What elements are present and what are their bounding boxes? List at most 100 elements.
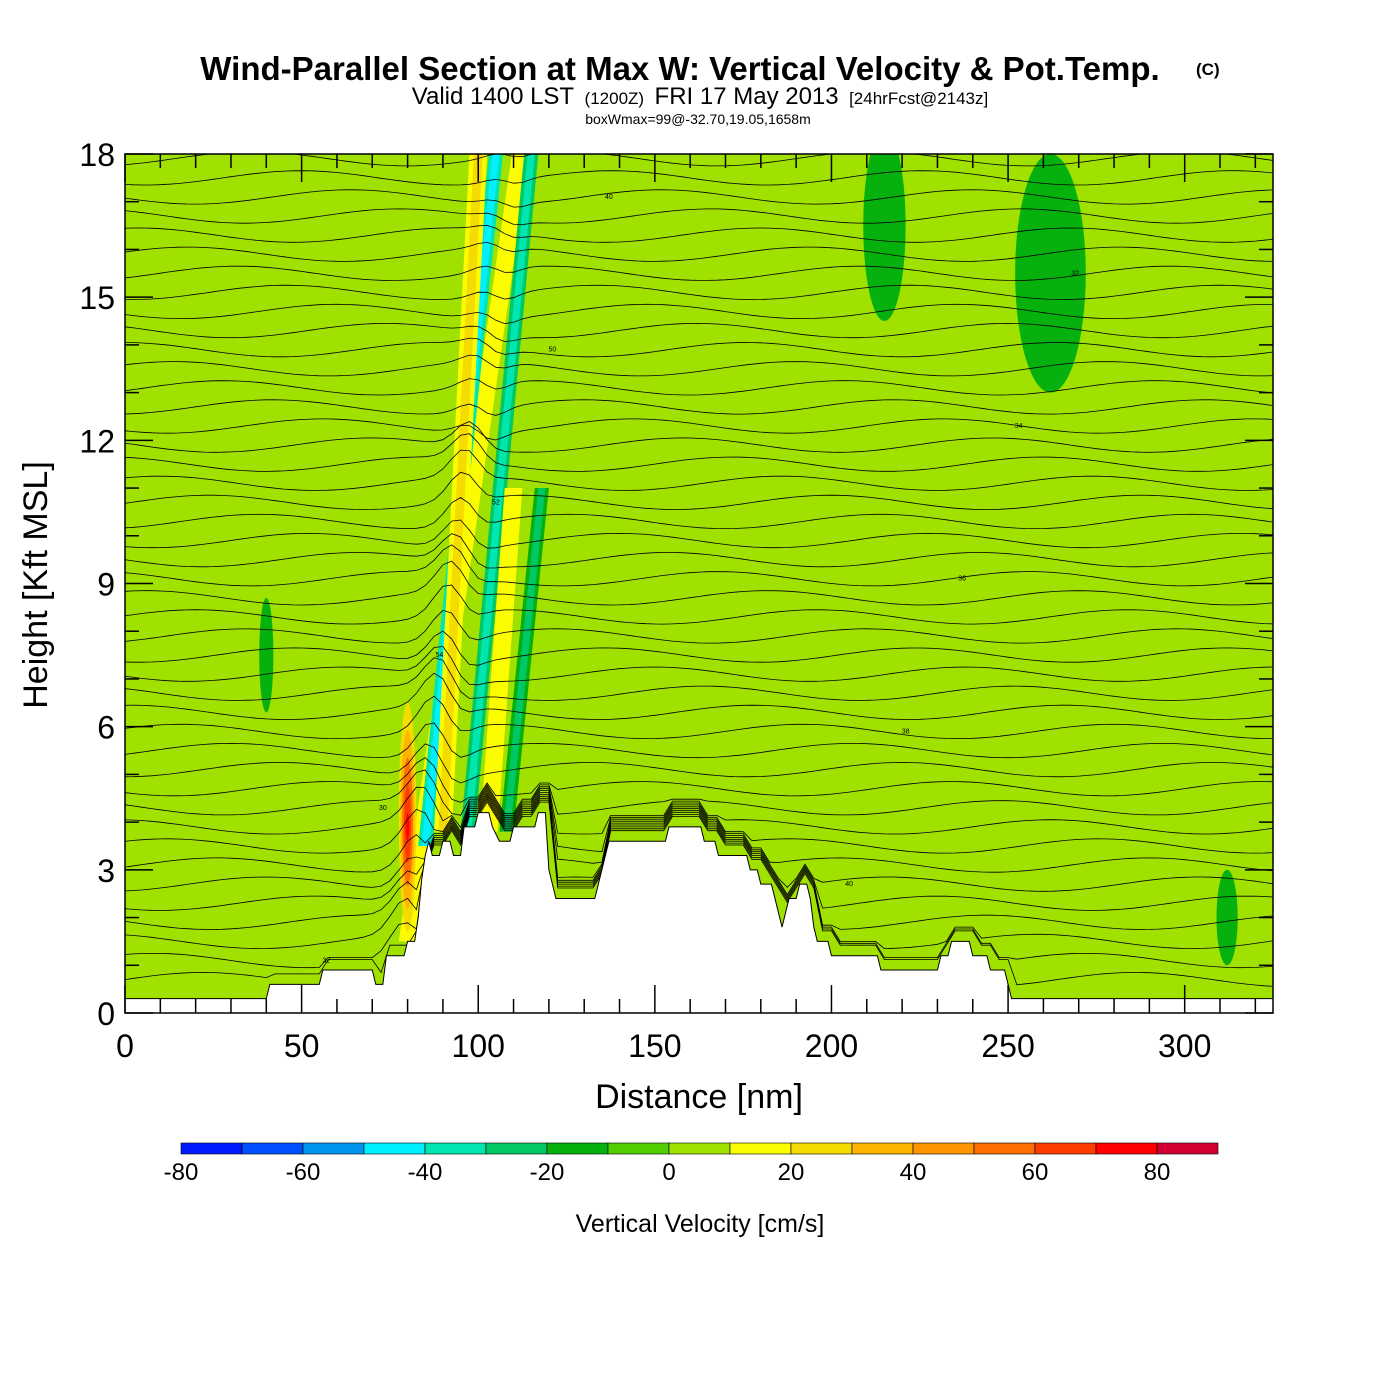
weak-updraft-patch [930,788,959,932]
velocity-patches [248,154,1245,966]
terrain-mask [125,812,1273,1013]
isentrope-line [125,241,1273,262]
isentrope-line [125,322,1273,343]
x-tick-label: 100 [452,1028,505,1064]
colorbar-tick-label: -60 [286,1159,321,1186]
copyright-mark: (C) [1196,60,1220,79]
downdraft-plume-core [502,488,546,832]
isentrope-line [125,154,1273,167]
isentrope-line [125,799,1273,969]
isentrope-line [125,303,1273,325]
weak-downdraft-patch [259,597,274,713]
isentrope-label: 32 [1071,270,1079,277]
weak-downdraft-patch [1015,154,1086,393]
colorbar-tick-label: -20 [530,1159,565,1186]
isentrope-line [125,797,1273,950]
peak-updraft-shade [405,812,410,841]
isentrope-line [125,630,1273,666]
plot-area: 32 40 30 38 54 36 52 34 50 32 40 [125,154,1273,1013]
x-tick-label: 50 [284,1028,320,1064]
weak-updraft-patch [1223,177,1245,465]
isentrope-line [125,378,1273,396]
isentrope-line [125,722,1273,759]
x-tick-label: 150 [628,1028,681,1064]
isentrope-label: 40 [845,881,853,888]
y-tick-label: 6 [97,710,115,746]
isentrope-line [125,560,1273,606]
subtitle-forecast: [24hrFcst@2143z] [849,89,988,108]
subtitle-utc: (1200Z) [585,89,645,108]
colorbar-swatch [607,1142,670,1155]
isentrope-label: 52 [492,499,500,506]
y-axis-label: Height [Kft MSL] [17,461,55,709]
isentrope-line [125,672,1273,720]
updraft-plume-core [438,154,483,832]
isentrope-line [125,421,1273,453]
isentrope-line [125,208,1273,226]
colorbar: -80 -60 -40 -20 0 20 40 60 80 [164,1142,1219,1186]
isentrope-line [125,801,1273,987]
x-tick-label: 300 [1158,1028,1211,1064]
colorbar-swatch [1034,1142,1097,1155]
x-tick-label: 250 [981,1028,1034,1064]
isentrope-line [125,743,1273,784]
isentrope-line [125,471,1273,510]
colorbar-swatch [424,1142,487,1155]
updraft-plume-core [484,488,518,832]
isentrope-line [125,769,1273,816]
isentrope-label: 30 [379,805,387,812]
isentrope-line [125,418,1273,441]
colorbar-swatch [180,1142,243,1155]
weak-downdraft-patch [863,154,906,321]
colorbar-tick-label: 0 [662,1159,675,1186]
colorbar-swatch [1156,1142,1219,1155]
colorbar-tick-label: 20 [778,1159,805,1186]
isentrope-line [125,544,1273,587]
x-tick-label: 200 [805,1028,858,1064]
isentrope-line [125,497,1273,530]
isentrope-line [125,795,1273,930]
x-tick-label: 0 [116,1028,134,1064]
isentrope-line [125,757,1273,803]
isentrope-line [125,533,1273,569]
colorbar-tick-label: 80 [1144,1159,1171,1186]
isentrope-line [125,609,1273,644]
colorbar-swatch [302,1142,365,1155]
colorbar-swatch [546,1142,609,1155]
colorbar-swatch [668,1142,731,1155]
isentrope-line [125,265,1273,281]
x-axis: 0 50 100 150 200 250 300 [116,154,1257,1064]
colorbar-tick-label: -40 [408,1159,443,1186]
colorbar-swatch [912,1142,975,1155]
colorbar-tick-label: 40 [900,1159,927,1186]
y-tick-label: 3 [97,853,115,889]
isentrope-line [125,449,1273,491]
colorbar-swatch [363,1142,426,1155]
y-tick-label: 9 [97,567,115,603]
colorbar-swatch [241,1142,304,1155]
isentrope-line [125,354,1273,377]
isentrope-line [125,337,1273,358]
isentrope-line [125,791,1273,892]
isentrope-line [125,284,1273,301]
isentrope-line [125,224,1273,243]
isentrope-line [125,786,1273,835]
isentrope-line [125,584,1273,625]
isentrope-lines: 32 40 30 38 54 36 52 34 50 32 40 [125,154,1273,987]
colorbar-title: Vertical Velocity [cm/s] [576,1210,825,1238]
isentrope-line [125,793,1273,911]
y-tick-label: 0 [97,996,115,1032]
colorbar-swatch [729,1142,792,1155]
y-tick-label: 15 [79,280,115,316]
subtitle-valid: Valid 1400 LST [412,83,575,110]
colorbar-tick-label: -80 [164,1159,199,1186]
y-tick-label: 18 [79,137,115,173]
downdraft-plume-core [464,154,535,832]
isentrope-line [125,787,1273,854]
colorbar-swatch [790,1142,853,1155]
isentrope-label: 32 [322,958,330,965]
isentrope-line [125,189,1273,208]
isentrope-line [125,695,1273,740]
isentrope-line [125,519,1273,549]
